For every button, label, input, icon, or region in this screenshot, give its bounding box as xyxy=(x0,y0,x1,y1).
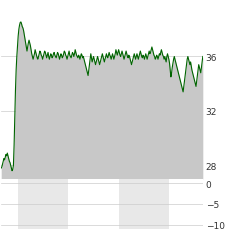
Text: Apr: Apr xyxy=(60,181,76,190)
Text: Jul: Jul xyxy=(113,181,124,190)
Text: Okt: Okt xyxy=(161,181,177,190)
Text: Jan: Jan xyxy=(11,181,25,190)
Bar xyxy=(18,179,68,229)
Bar xyxy=(119,179,169,229)
